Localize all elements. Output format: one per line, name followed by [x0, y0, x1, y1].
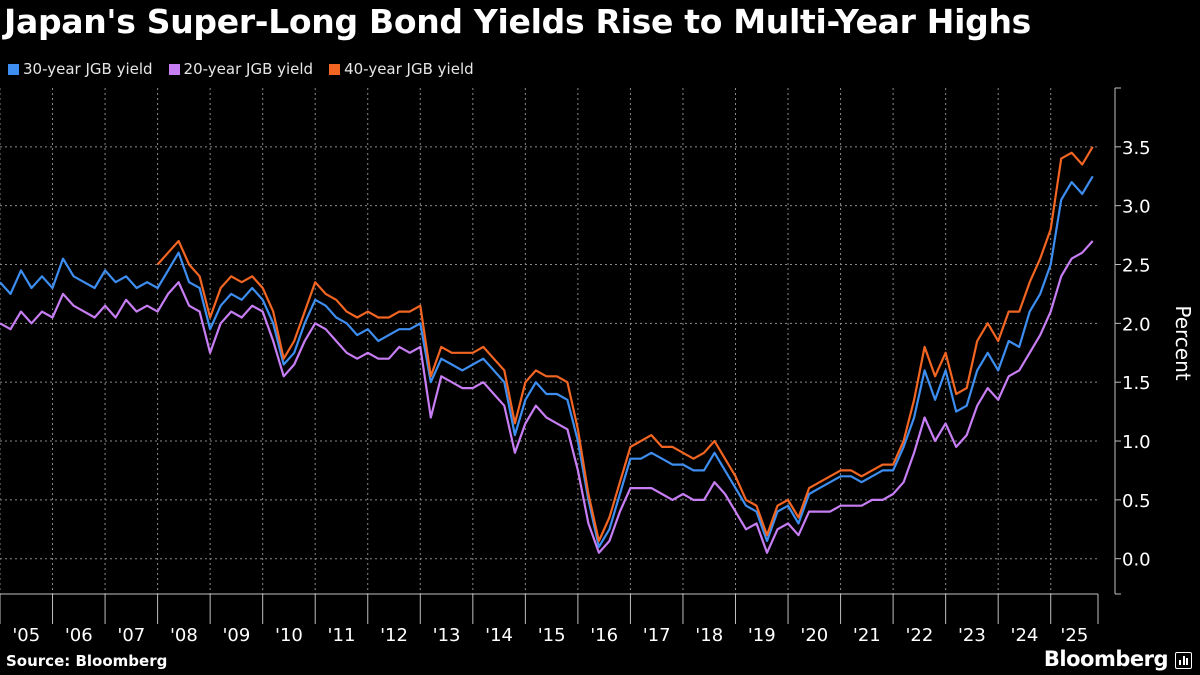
x-tick-label: '17	[643, 625, 671, 646]
legend-item-40y[interactable]: 40-year JGB yield	[329, 60, 474, 78]
x-axis: '05 '06 '07 '08 '09 '10 '11 '12 '13 '14 '15 '16 '17 '…	[0, 593, 1099, 646]
y-tick-label: 1.0	[1122, 432, 1151, 453]
x-tick-label: '16	[590, 625, 618, 646]
x-tick-label: '18	[695, 625, 723, 646]
x-tick-label: '15	[538, 625, 566, 646]
series-line-20y	[0, 240, 1094, 554]
y-tick-label: 3.5	[1122, 138, 1151, 159]
bloomberg-logo: Bloomberg	[1043, 647, 1169, 671]
x-tick-label: '23	[958, 625, 986, 646]
legend-swatch-30y	[8, 63, 19, 75]
y-tick-label: 3.0	[1122, 197, 1151, 218]
x-tick-label: '12	[380, 625, 408, 646]
legend-swatch-20y	[168, 63, 180, 75]
x-tick-label: '05	[12, 625, 40, 646]
x-tick-label: '09	[222, 625, 250, 646]
x-tick-label: '19	[748, 625, 776, 646]
y-tick-label: 0.0	[1122, 550, 1151, 571]
legend-item-30y[interactable]: 30-year JGB yield	[8, 60, 153, 78]
legend-label-40y: 40-year JGB yield	[344, 60, 474, 78]
chart-icon	[1175, 652, 1192, 669]
chart-title: Japan's Super-Long Bond Yields Rise to M…	[4, 2, 1031, 41]
grid-lines	[0, 88, 1098, 594]
y-axis: 0.0 0.5 1.0 1.5 2.0 2.5 3.0 3.5	[1114, 87, 1151, 595]
x-tick-label: '25	[1060, 625, 1088, 646]
x-tick-label: '08	[170, 625, 198, 646]
y-axis-label: Percent	[1171, 305, 1195, 380]
x-tick-label: '13	[433, 625, 461, 646]
x-tick-label: '07	[117, 625, 145, 646]
series-line-30y	[0, 175, 1094, 549]
x-tick-label: '06	[65, 625, 93, 646]
x-tick-label: '20	[800, 625, 828, 646]
x-tick-label: '21	[853, 625, 881, 646]
y-tick-label: 2.0	[1122, 314, 1151, 335]
legend: 30-year JGB yield 20-year JGB yield 40-y…	[8, 60, 474, 78]
legend-label-20y: 20-year JGB yield	[183, 60, 314, 78]
legend-item-20y[interactable]: 20-year JGB yield	[168, 60, 314, 78]
legend-swatch-40y	[329, 63, 341, 75]
x-tick-label: '22	[905, 625, 933, 646]
x-tick-label: '14	[485, 625, 513, 646]
x-tick-label: '10	[275, 625, 303, 646]
y-tick-label: 0.5	[1122, 491, 1151, 512]
y-tick-label: 2.5	[1122, 256, 1151, 277]
legend-label-30y: 30-year JGB yield	[23, 60, 153, 78]
series-lines	[0, 146, 1094, 554]
y-tick-label: 1.5	[1122, 373, 1151, 394]
x-tick-label: '24	[1011, 625, 1039, 646]
source-note: Source: Bloomberg	[6, 652, 168, 670]
x-tick-label: '11	[328, 625, 356, 646]
series-line-40y	[156, 146, 1094, 543]
